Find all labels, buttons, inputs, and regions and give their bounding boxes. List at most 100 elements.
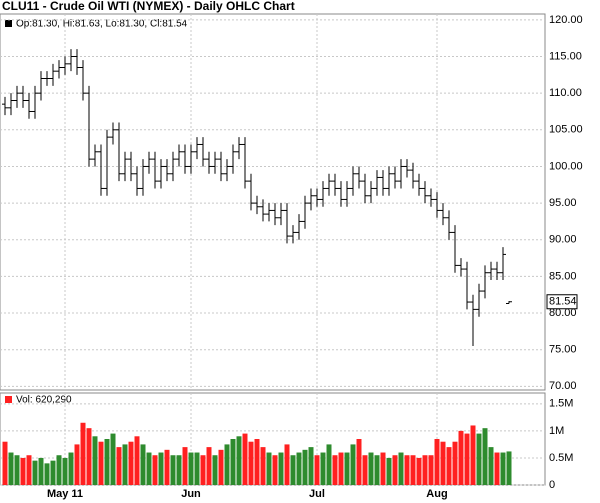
y-tick-label: 90.00 bbox=[549, 234, 577, 246]
volume-bar bbox=[14, 455, 20, 485]
volume-bar bbox=[416, 457, 422, 485]
volume-bar bbox=[386, 457, 392, 485]
volume-bar bbox=[410, 455, 416, 485]
y-tick-label: 115.00 bbox=[549, 50, 582, 62]
volume-bar bbox=[272, 455, 278, 485]
volume-bar bbox=[20, 457, 26, 485]
volume-bar bbox=[464, 433, 470, 485]
volume-bar bbox=[218, 449, 224, 485]
y-tick-label: 70.00 bbox=[549, 380, 577, 392]
y-tick-label: 110.00 bbox=[549, 87, 582, 99]
volume-bar bbox=[38, 457, 44, 485]
volume-bar bbox=[266, 452, 272, 485]
volume-bar bbox=[392, 455, 398, 485]
volume-bar bbox=[362, 455, 368, 485]
y-tick-label: 105.00 bbox=[549, 124, 583, 136]
volume-bar bbox=[356, 439, 362, 485]
volume-bar bbox=[320, 452, 326, 485]
volume-bar bbox=[92, 436, 98, 485]
volume-bar bbox=[74, 444, 80, 485]
x-tick-label: Jul bbox=[309, 488, 325, 500]
volume-bar bbox=[440, 441, 446, 485]
volume-bar bbox=[242, 433, 248, 485]
volume-bar bbox=[8, 452, 14, 485]
volume-bar bbox=[44, 463, 50, 485]
y-tick-label: 120.00 bbox=[549, 14, 583, 26]
y-tick-label: 75.00 bbox=[549, 344, 577, 356]
y-tick-label: 0 bbox=[549, 479, 555, 491]
volume-bar bbox=[398, 452, 404, 485]
volume-bar bbox=[50, 460, 56, 485]
volume-bar bbox=[302, 449, 308, 485]
volume-bar bbox=[32, 460, 38, 485]
volume-bar bbox=[338, 452, 344, 485]
volume-bar bbox=[230, 439, 236, 485]
volume-legend-swatch bbox=[5, 396, 12, 403]
volume-bar bbox=[116, 447, 122, 485]
volume-bar bbox=[350, 444, 356, 485]
volume-bar bbox=[206, 447, 212, 485]
volume-bar bbox=[104, 439, 110, 485]
volume-bar bbox=[278, 452, 284, 485]
volume-bar bbox=[344, 452, 350, 485]
ohlc-legend: Op:81.30, Hi:81.63, Lo:81.30, Cl:81.54 bbox=[16, 19, 188, 30]
y-tick-label: 1.5M bbox=[549, 398, 573, 410]
y-tick-label: 85.00 bbox=[549, 270, 577, 282]
volume-bar bbox=[224, 444, 230, 485]
volume-bar bbox=[296, 452, 302, 485]
volume-bar bbox=[482, 428, 488, 485]
volume-bar bbox=[308, 447, 314, 485]
volume-bar bbox=[470, 425, 476, 485]
volume-bar bbox=[248, 441, 254, 485]
volume-bar bbox=[332, 455, 338, 485]
volume-bar bbox=[26, 455, 32, 485]
volume-bar bbox=[200, 455, 206, 485]
volume-bar bbox=[260, 447, 266, 485]
x-tick-label: Aug bbox=[426, 488, 447, 500]
chart-title: CLU11 - Crude Oil WTI (NYMEX) - Daily OH… bbox=[2, 0, 295, 13]
y-tick-label: 95.00 bbox=[549, 197, 577, 209]
volume-bar bbox=[86, 428, 92, 485]
price-panel bbox=[0, 13, 546, 391]
volume-bar bbox=[434, 439, 440, 485]
volume-bar bbox=[254, 439, 260, 485]
volume-bar bbox=[110, 433, 116, 485]
volume-bar bbox=[62, 457, 68, 485]
volume-bar bbox=[152, 455, 158, 485]
volume-bar bbox=[380, 452, 386, 485]
x-tick-label: Jun bbox=[181, 488, 201, 500]
last-price-box bbox=[546, 294, 578, 310]
volume-bar bbox=[122, 444, 128, 485]
volume-bar bbox=[476, 433, 482, 485]
volume-bar bbox=[404, 455, 410, 485]
volume-bar bbox=[290, 455, 296, 485]
volume-bar bbox=[194, 452, 200, 485]
volume-bar bbox=[98, 441, 104, 485]
x-tick-label: May 11 bbox=[47, 488, 83, 500]
volume-bar bbox=[56, 455, 62, 485]
volume-bar bbox=[452, 441, 458, 485]
volume-bar bbox=[146, 452, 152, 485]
y-tick-label: 1M bbox=[549, 425, 564, 437]
volume-bar bbox=[188, 452, 194, 485]
volume-bar bbox=[458, 430, 464, 485]
volume-bar bbox=[170, 455, 176, 485]
volume-bar bbox=[284, 444, 290, 485]
last-price-label: 81.54 bbox=[549, 296, 577, 308]
volume-bar bbox=[2, 441, 8, 485]
volume-bar bbox=[164, 449, 170, 485]
volume-bar bbox=[80, 422, 86, 485]
volume-bar bbox=[176, 455, 182, 485]
volume-bar bbox=[182, 447, 188, 485]
volume-bar bbox=[158, 452, 164, 485]
volume-bar bbox=[422, 455, 428, 485]
volume-bar bbox=[374, 455, 380, 485]
volume-bar bbox=[314, 455, 320, 485]
y-tick-label: 100.00 bbox=[549, 160, 583, 172]
volume-bar bbox=[212, 455, 218, 485]
volume-bar bbox=[428, 455, 434, 485]
volume-bar bbox=[494, 452, 500, 485]
volume-bar bbox=[128, 441, 134, 485]
volume-bar bbox=[368, 452, 374, 485]
